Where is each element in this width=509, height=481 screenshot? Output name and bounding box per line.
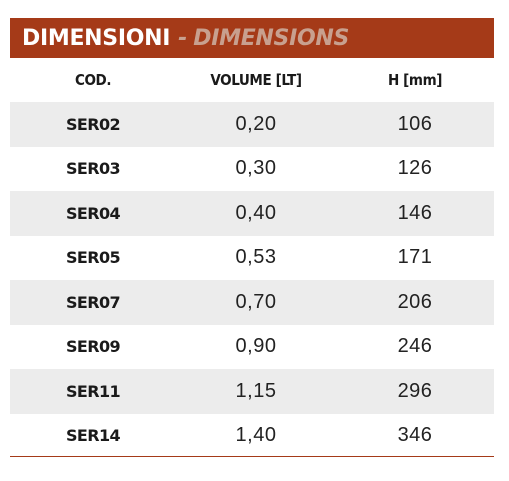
cell-code: SER05 (65, 248, 121, 268)
cell-volume: 1,15 (235, 379, 277, 402)
cell-volume: 1,40 (235, 424, 277, 447)
table-header-row: COD. VOLUME [LT] H [mm] (10, 58, 494, 102)
table-row: SER11 1,15 296 (10, 369, 494, 414)
title-separator: - (178, 25, 188, 51)
column-header-volume: VOLUME [LT] (210, 71, 302, 89)
cell-code: SER14 (65, 426, 121, 446)
table-row: SER02 0,20 106 (10, 102, 494, 147)
table-row: SER09 0,90 246 (10, 325, 494, 370)
table-row: SER07 0,70 206 (10, 280, 494, 325)
table-row: SER04 0,40 146 (10, 191, 494, 236)
cell-code: SER07 (65, 292, 121, 312)
section-title-english: DIMENSIONS (193, 25, 350, 51)
dimensions-table: COD. VOLUME [LT] H [mm] SER02 0,20 106 S… (10, 58, 494, 458)
cell-height: 146 (397, 201, 433, 224)
section-header: DIMENSIONI - DIMENSIONS (10, 18, 494, 58)
cell-height: 171 (397, 246, 433, 269)
cell-code: SER02 (65, 114, 121, 134)
cell-volume: 0,30 (235, 157, 277, 180)
cell-code: SER09 (65, 337, 121, 357)
cell-code: SER03 (65, 159, 121, 179)
table-row: SER03 0,30 126 (10, 147, 494, 192)
cell-volume: 0,90 (235, 335, 277, 358)
cell-height: 106 (397, 112, 433, 135)
cell-height: 346 (397, 424, 433, 447)
cell-height: 246 (397, 335, 433, 358)
cell-volume: 0,53 (235, 246, 277, 269)
cell-height: 296 (397, 379, 433, 402)
table-row: SER05 0,53 171 (10, 236, 494, 281)
cell-volume: 0,20 (235, 112, 277, 135)
cell-volume: 0,40 (235, 201, 277, 224)
cell-volume: 0,70 (235, 290, 277, 313)
cell-code: SER11 (65, 381, 121, 401)
table-row: SER14 1,40 346 (10, 414, 494, 459)
bottom-divider (10, 456, 494, 457)
cell-height: 206 (397, 290, 433, 313)
section-title-italian: DIMENSIONI (22, 25, 171, 51)
cell-height: 126 (397, 157, 433, 180)
cell-code: SER04 (65, 203, 121, 223)
column-header-height: H [mm] (387, 71, 443, 89)
column-header-code: COD. (74, 71, 112, 89)
